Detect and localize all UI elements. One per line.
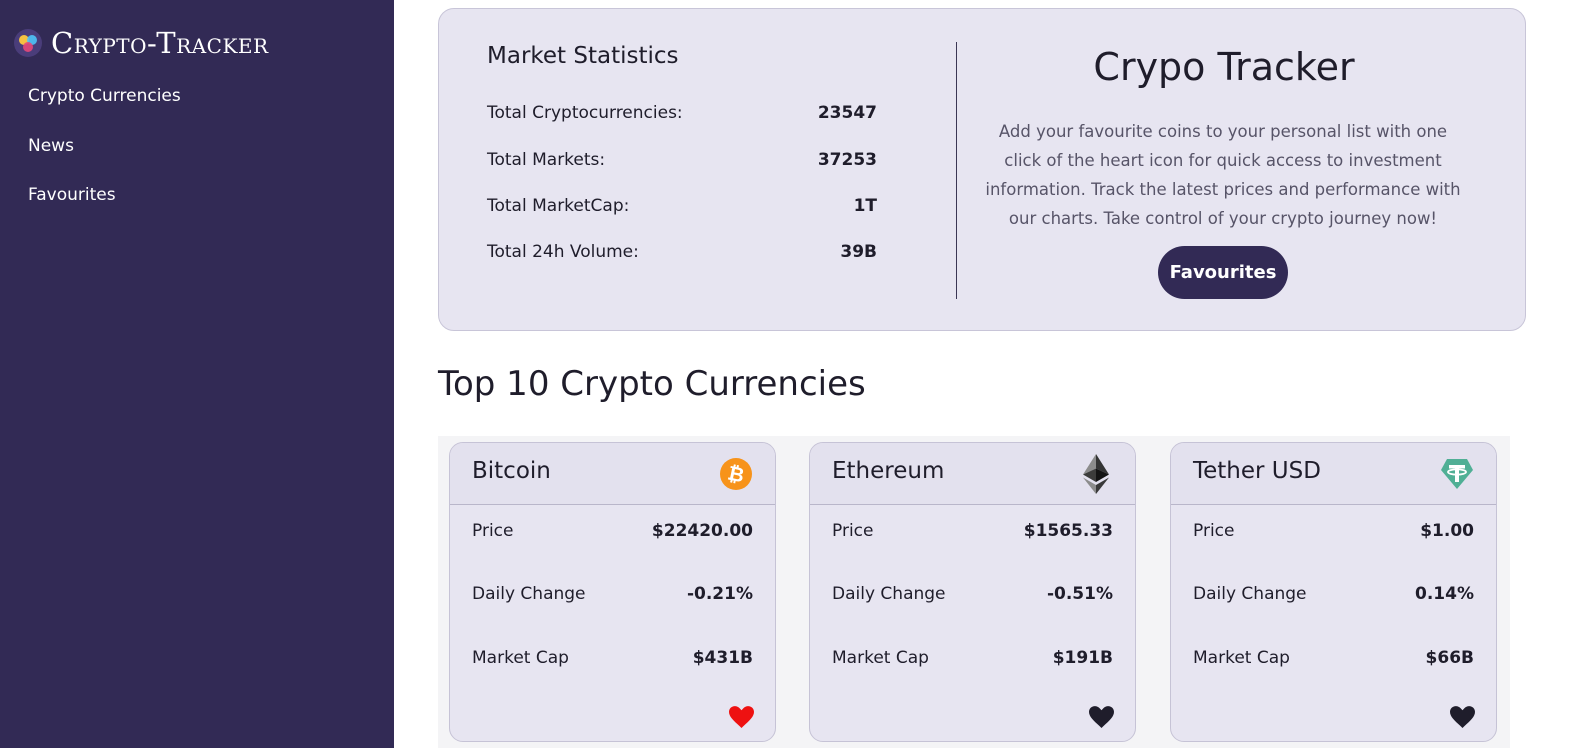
daily-change-value: -0.21%	[686, 584, 753, 604]
price-row: Price $1.00	[1193, 521, 1474, 541]
daily-change-value: 0.14%	[1415, 584, 1474, 604]
heart-icon[interactable]	[1450, 706, 1475, 728]
daily-change-row: Daily Change -0.21%	[472, 584, 753, 604]
daily-change-row: Daily Change 0.14%	[1193, 584, 1474, 604]
stat-row: Total Cryptocurrencies: 23547	[487, 103, 877, 123]
market-stats-heading: Market Statistics	[487, 43, 679, 69]
stat-row: Total MarketCap: 1T	[487, 196, 877, 216]
sidebar-item-news[interactable]: News	[28, 135, 74, 156]
price-value: $22420.00	[651, 521, 753, 541]
daily-change-label: Daily Change	[472, 584, 586, 604]
logo-icon	[14, 29, 42, 57]
market-cap-label: Market Cap	[1193, 648, 1290, 668]
svg-text:₿: ₿	[726, 460, 747, 487]
price-value: $1565.33	[1023, 521, 1113, 541]
stat-label: Total Cryptocurrencies:	[487, 103, 683, 123]
stat-value: 1T	[853, 196, 877, 216]
market-cap-label: Market Cap	[472, 648, 569, 668]
price-label: Price	[472, 521, 514, 541]
coin-card-bitcoin[interactable]: Bitcoin ₿ Price $22420.00 Daily Change -…	[449, 442, 776, 742]
brand[interactable]: Crypto-Tracker	[13, 26, 269, 60]
market-cap-row: Market Cap $66B	[1193, 648, 1474, 668]
top-currencies-heading: Top 10 Crypto Currencies	[438, 364, 866, 404]
coin-card-tether[interactable]: Tether USD Price $1.00 Daily Change 0.14…	[1170, 442, 1497, 742]
stat-row: Total Markets: 37253	[487, 150, 877, 170]
tracker-description: Add your favourite coins to your persona…	[985, 122, 1461, 228]
market-cap-row: Market Cap $431B	[472, 648, 753, 668]
stat-value: 37253	[817, 150, 877, 170]
sidebar-item-favourites[interactable]: Favourites	[28, 185, 116, 205]
market-cap-value: $191B	[1052, 648, 1113, 668]
tracker-title: Crypo Tracker	[1093, 45, 1355, 89]
coin-name: Ethereum	[832, 457, 945, 484]
ethereum-icon	[1079, 453, 1113, 494]
market-stats-panel: Market Statistics Total Cryptocurrencies…	[438, 8, 1526, 331]
heart-icon[interactable]	[1089, 706, 1114, 728]
card-header: Ethereum	[810, 443, 1135, 505]
coin-name: Tether USD	[1193, 457, 1321, 484]
market-cap-value: $66B	[1425, 648, 1474, 668]
market-cap-value: $431B	[692, 648, 753, 668]
price-value: $1.00	[1420, 521, 1474, 541]
coin-card-ethereum[interactable]: Ethereum Price $1565.33 Daily Change -0.…	[809, 442, 1136, 742]
daily-change-value: -0.51%	[1046, 584, 1113, 604]
app-title: Crypto-Tracker	[51, 26, 269, 60]
coin-name: Bitcoin	[472, 457, 551, 484]
sidebar-item-crypto-currencies[interactable]: Crypto Currencies	[28, 86, 181, 106]
divider	[956, 42, 957, 299]
tether-icon	[1440, 457, 1474, 491]
sidebar-nav: Crypto Currencies News Favourites	[28, 84, 181, 233]
heart-icon[interactable]	[729, 706, 754, 728]
stat-label: Total 24h Volume:	[487, 242, 639, 262]
price-row: Price $22420.00	[472, 521, 753, 541]
stat-value: 23547	[817, 103, 877, 123]
market-cap-row: Market Cap $191B	[832, 648, 1113, 668]
sidebar: Crypto-Tracker Crypto Currencies News Fa…	[0, 0, 394, 748]
stat-row: Total 24h Volume: 39B	[487, 242, 877, 262]
market-cap-label: Market Cap	[832, 648, 929, 668]
daily-change-label: Daily Change	[1193, 584, 1307, 604]
price-label: Price	[832, 521, 874, 541]
stat-label: Total Markets:	[487, 150, 606, 170]
daily-change-label: Daily Change	[832, 584, 946, 604]
price-row: Price $1565.33	[832, 521, 1113, 541]
card-header: Tether USD	[1171, 443, 1496, 505]
price-label: Price	[1193, 521, 1235, 541]
favourites-button[interactable]: Favourites	[1158, 246, 1288, 299]
card-header: Bitcoin ₿	[450, 443, 775, 505]
stat-label: Total MarketCap:	[487, 196, 630, 216]
daily-change-row: Daily Change -0.51%	[832, 584, 1113, 604]
stat-value: 39B	[840, 242, 877, 262]
bitcoin-icon: ₿	[719, 457, 753, 491]
